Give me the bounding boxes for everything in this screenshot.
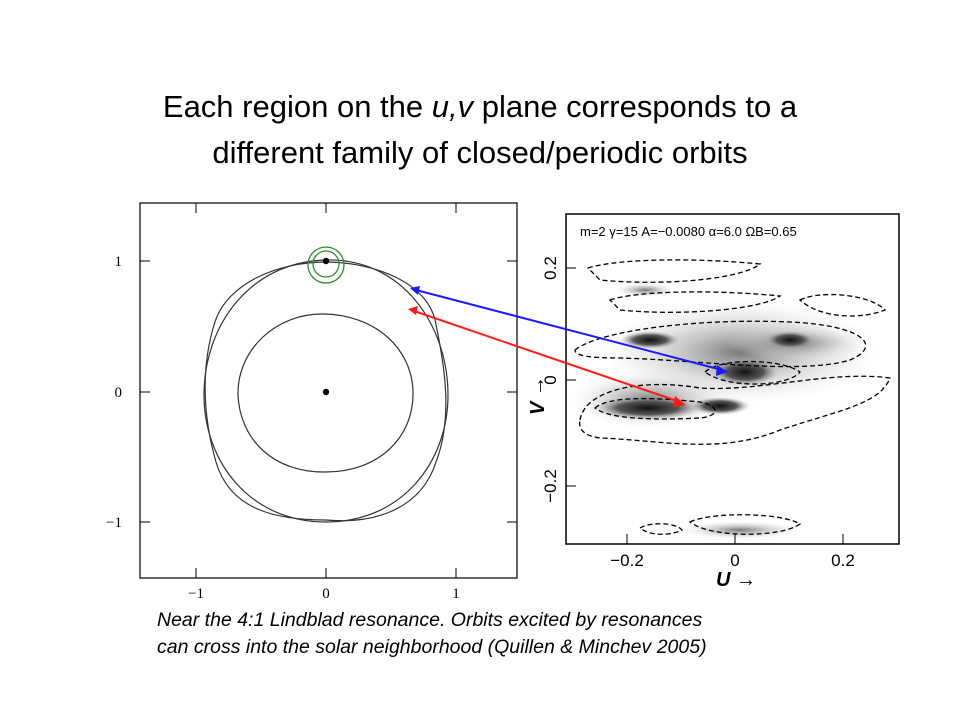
orbit-x-tick-1: 1 [452,586,460,602]
orbit-panel: 1 0 −1 −1 0 1 [106,202,518,602]
galactic-center-dot [322,388,330,396]
orbit-x-tick-0: 0 [322,586,330,602]
uv-y-tick-0: 0 [541,375,560,384]
uv-panel-header: m=2 γ=15 A=−0.0080 α=6.0 ΩB=0.65 [580,224,797,239]
slide-title: Each region on the u,v plane corresponds… [40,84,920,176]
orbit-y-tick-1: 1 [115,254,123,270]
orbit-panel-ticks [140,203,517,578]
solar-neighborhood-circle-outer [307,246,345,284]
caption-line-2: can cross into the solar neighborhood (Q… [157,636,707,658]
solar-neighborhood-circle-inner [312,250,340,278]
inner-orbit [237,313,414,473]
v-axis-label: V → [527,376,549,415]
uv-y-tick-pos: 0.2 [541,256,560,280]
caption-line-1: Near the 4:1 Lindblad resonance. Orbits … [157,609,703,631]
orbit-x-tick-neg1: −1 [188,586,204,602]
caption: Near the 4:1 Lindblad resonance. Orbits … [157,607,937,661]
title-line-1: Each region on the u,v plane corresponds… [162,89,798,124]
orbit-y-tick-0: 0 [115,385,123,401]
sun-position-dot [322,257,330,265]
orbit-y-tick-neg1: −1 [106,515,122,531]
outer-orbit-b [204,261,447,522]
u-axis-label: U → [716,569,756,591]
uv-x-tick-pos: 0.2 [831,551,855,570]
uv-x-tick-0: 0 [730,551,739,570]
density-contours [574,259,891,535]
title-line-2: different family of closed/periodic orbi… [212,135,748,170]
red-arrow [408,306,686,407]
blue-arrow [410,286,728,376]
uv-panel: m=2 γ=15 A=−0.0080 α=6.0 ΩB=0.65 0.2 0 −… [541,213,900,570]
uv-x-tick-neg: −0.2 [610,551,644,570]
outer-orbit-a [203,259,449,523]
uv-y-tick-neg: −0.2 [541,469,560,503]
uv-panel-ticks [566,267,844,544]
